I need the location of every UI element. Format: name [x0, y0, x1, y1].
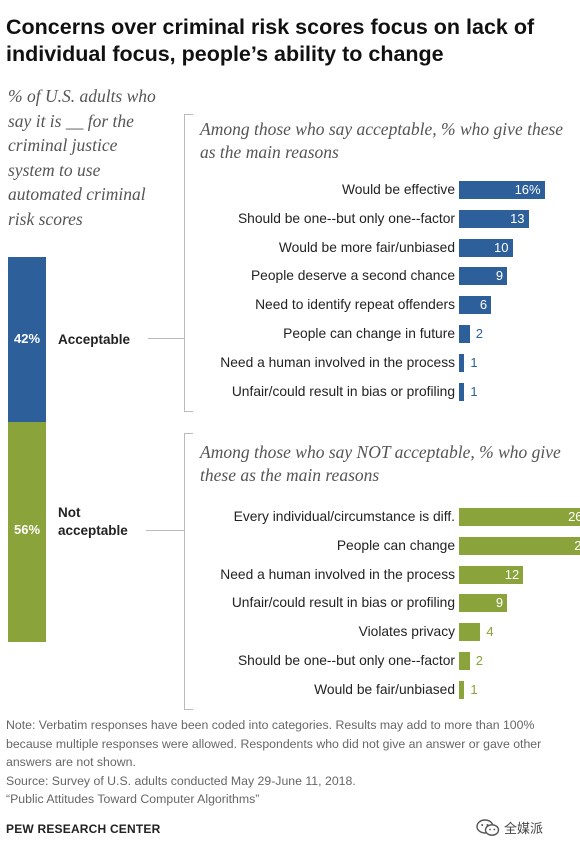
share-value: 42% — [13, 331, 41, 346]
bracket-connector — [146, 530, 184, 531]
reason-bar — [459, 238, 513, 257]
group-heading: Among those who say acceptable, % who gi… — [200, 119, 564, 162]
watermark: 全媒派 — [476, 818, 543, 837]
chart-subtitle: % of U.S. adults who say it is __ for th… — [8, 86, 156, 229]
watermark-text: 全媒派 — [504, 821, 544, 836]
reason-bar — [459, 623, 481, 642]
reason-label: Should be one--but only one--factor — [237, 210, 455, 226]
reason-label: Every individual/circumstance is diff. — [233, 509, 455, 524]
reason-label: People can change in future — [283, 326, 455, 341]
reason-label: Unfair/could result in bias or profiling — [231, 595, 455, 611]
reason-label: Would be fair/unbiased — [314, 681, 455, 697]
share-bar-acceptable — [8, 257, 46, 422]
reason-label: Would be more fair/unbiased — [278, 239, 455, 255]
reason-bar — [459, 536, 580, 555]
reason-bar — [459, 209, 529, 228]
reason-bar — [459, 382, 465, 401]
reason-bar — [459, 267, 508, 286]
footnotes: Note: Verbatim responses have been coded… — [6, 716, 574, 809]
reason-value: 9 — [495, 595, 504, 611]
chart-title: Concerns over criminal risk scores focus… — [6, 15, 535, 66]
reason-label: Need a human involved in the process — [220, 566, 455, 582]
reason-bar — [459, 594, 508, 613]
reason-bar — [459, 296, 492, 315]
reason-value: 12 — [504, 566, 520, 582]
reason-value: 26% — [568, 509, 580, 524]
reason-value: 25 — [574, 537, 580, 553]
reason-value: 13 — [510, 210, 525, 226]
reason-bar — [459, 565, 524, 584]
source-text: Source: Survey of U.S. adults conducted … — [6, 773, 356, 788]
reason-value: 1 — [470, 383, 478, 399]
group-bracket — [184, 433, 193, 710]
reason-value: 16% — [514, 182, 541, 197]
reason-value: 1 — [470, 681, 478, 697]
group-bracket — [184, 114, 193, 412]
reason-label: Need a human involved in the process — [220, 354, 455, 370]
brand-name: PEW RESEARCH CENTER — [6, 822, 161, 836]
share-label: Acceptable — [58, 332, 131, 347]
reason-bar — [459, 508, 580, 526]
reason-value: 1 — [470, 354, 478, 370]
share-label: Not acceptable — [58, 505, 128, 538]
reason-bar — [459, 325, 470, 343]
reason-value: 4 — [486, 624, 494, 640]
reason-label: People can change — [336, 537, 455, 553]
reason-bar — [459, 353, 465, 372]
reason-value: 2 — [475, 653, 483, 668]
share-value: 56% — [13, 522, 41, 537]
reason-label: Should be one--but only one--factor — [237, 653, 455, 668]
group-heading: Among those who say NOT acceptable, % wh… — [200, 442, 561, 485]
reason-value: 9 — [495, 268, 504, 284]
note-text: Note: Verbatim responses have been coded… — [6, 718, 542, 769]
reason-label: Unfair/could result in bias or profiling — [231, 383, 455, 399]
reason-value: 6 — [479, 297, 488, 313]
reason-bar — [459, 181, 545, 199]
bracket-connector — [148, 338, 184, 339]
reason-label: Need to identify repeat offenders — [255, 297, 455, 313]
reason-bar — [459, 680, 465, 699]
reason-value: 2 — [475, 326, 483, 341]
reason-label: Would be effective — [341, 182, 455, 197]
reason-value: 10 — [494, 239, 509, 255]
report-title: “Public Attitudes Toward Computer Algori… — [6, 792, 260, 806]
share-bar-not-acceptable — [8, 422, 46, 642]
reason-label: People deserve a second chance — [250, 268, 455, 284]
wechat-icon — [476, 818, 500, 836]
reason-label: Violates privacy — [358, 624, 455, 640]
reason-bar — [459, 652, 470, 670]
